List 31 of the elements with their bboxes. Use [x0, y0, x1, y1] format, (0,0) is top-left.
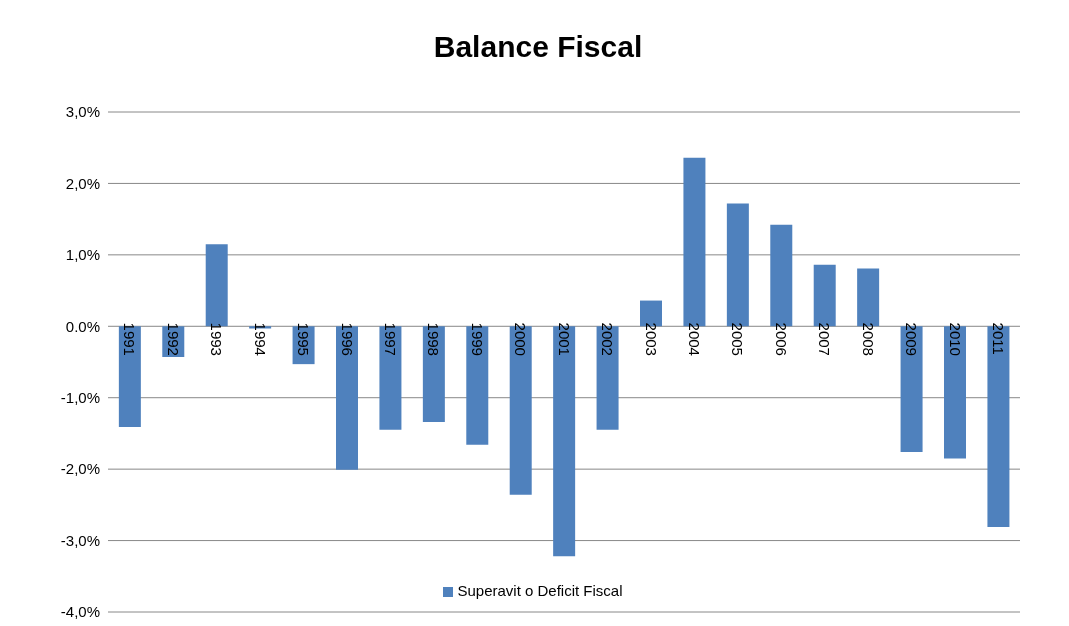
x-tick-label: 1997	[382, 322, 400, 356]
x-tick-label: 1999	[468, 322, 486, 356]
y-tick-label: 3,0%	[65, 103, 100, 121]
x-tick-label: 2010	[946, 322, 964, 356]
x-tick-label: 2000	[512, 322, 530, 356]
y-tick-label: 1,0%	[65, 246, 100, 264]
x-tick-label: 1995	[295, 322, 313, 356]
x-tick-label: 2006	[772, 322, 790, 356]
x-tick-label: 1992	[164, 322, 182, 356]
y-tick-label: 2,0%	[65, 174, 100, 192]
x-tick-label: 1998	[425, 322, 443, 356]
x-tick-label: 2005	[729, 322, 747, 356]
x-tick-label: 2001	[555, 322, 573, 356]
x-tick-label: 2008	[859, 322, 877, 356]
chart-title: Balance Fiscal	[432, 30, 644, 64]
x-tick-label: 1991	[121, 322, 139, 356]
x-tick-label: 2002	[599, 322, 617, 356]
x-tick-label: 1993	[208, 322, 226, 356]
legend-label: Superavit o Deficit Fiscal	[457, 582, 623, 599]
x-tick-label: 2011	[990, 322, 1008, 355]
y-tick-label: -2,0%	[60, 460, 100, 478]
x-tick-label: 2003	[642, 322, 660, 356]
y-tick-label: -4,0%	[60, 603, 100, 621]
x-tick-label: 2009	[903, 322, 921, 356]
x-tick-label: 1994	[251, 322, 269, 356]
y-tick-label: -3,0%	[60, 531, 100, 549]
x-tick-label: 2004	[686, 322, 704, 356]
x-tick-label: 2007	[816, 322, 834, 356]
x-tick-label: 1996	[338, 322, 356, 356]
y-tick-label: 0.0%	[65, 317, 100, 335]
y-tick-label: -1,0%	[60, 389, 100, 407]
